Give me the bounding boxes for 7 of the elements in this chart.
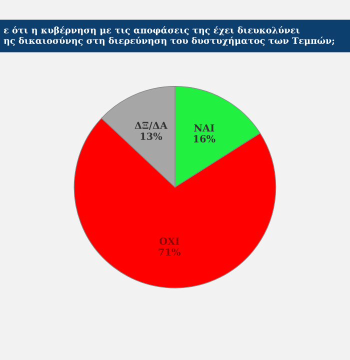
data-label: 13% — [140, 132, 162, 140]
slice-label: ΟΧΙ — [159, 237, 180, 245]
slice-label: ΝΑΙ — [194, 124, 214, 132]
data-label: 16% — [194, 135, 216, 142]
chart-title: ε ότι η κυβέρνηση με τις αποφάσεις της έχει διευκολύνει ης δικαιοσύνης στη διερεύνηση του δυστυχήματος των Τεμπών; — [4, 26, 334, 46]
data-label: 71% — [158, 248, 180, 256]
slice-label: ΔΞ/ΔΑ — [134, 122, 168, 130]
